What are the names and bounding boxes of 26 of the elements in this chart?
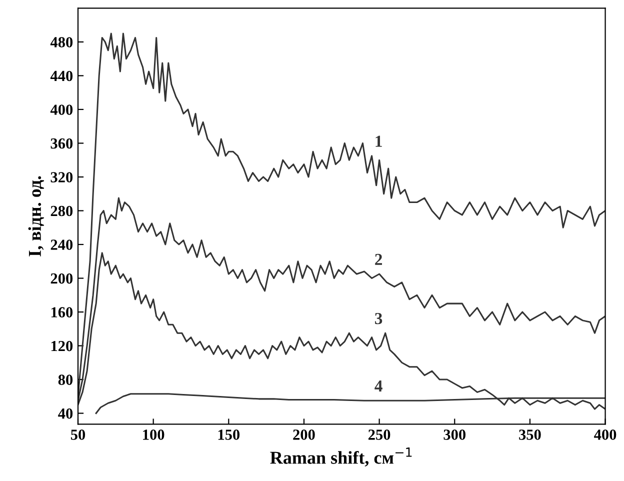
y-tick-label: 440 (50, 70, 73, 82)
x-tick-label: 250 (368, 430, 390, 440)
y-axis-title: I, відн. од. (28, 176, 44, 256)
x-tick-label: 200 (293, 430, 315, 440)
y-tick-label: 240 (50, 240, 73, 250)
x-tick-label: 300 (444, 430, 466, 440)
y-tick-label: 120 (51, 340, 73, 352)
y-tick-label: 320 (50, 172, 73, 182)
series-label: 1 (376, 136, 382, 147)
y-tick-label: 360 (50, 138, 73, 149)
y-tick-label: 80 (58, 374, 73, 385)
x-tick-label: 150 (218, 430, 240, 440)
x-tick-label: 50 (70, 430, 86, 440)
x-tick-label: 100 (143, 430, 164, 440)
series-label: 4 (374, 380, 382, 392)
y-tick-label: 160 (51, 307, 73, 318)
x-axis-title: Raman shift, см$^{−1}$ (270, 448, 412, 466)
y-tick-label: 480 (50, 37, 73, 48)
y-tick-label: 40 (58, 408, 73, 419)
series-label: 2 (375, 254, 382, 265)
y-tick-label: 200 (50, 273, 73, 284)
series-label: 3 (375, 312, 382, 324)
y-tick-label: 280 (50, 206, 73, 216)
x-tick-label: 350 (519, 430, 541, 440)
y-tick-label: 400 (50, 104, 73, 115)
x-tick-label: 400 (594, 430, 616, 440)
